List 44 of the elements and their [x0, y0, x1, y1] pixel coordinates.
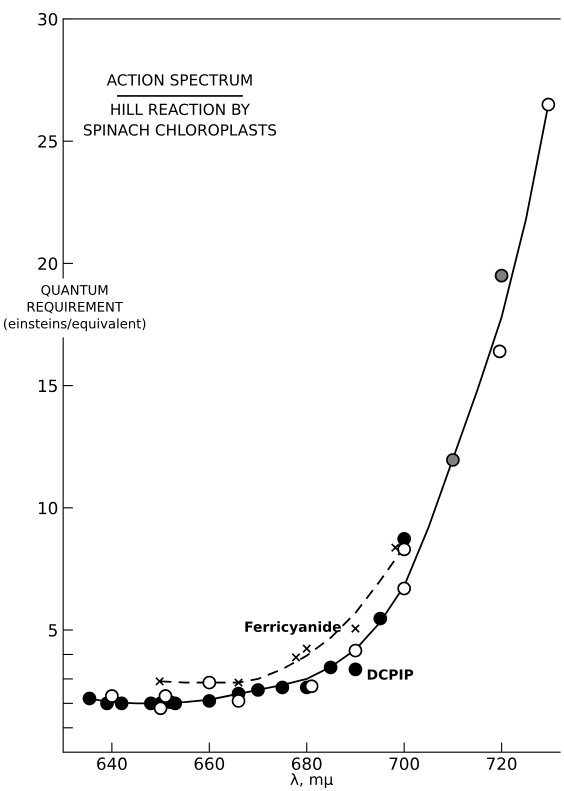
- x-tick-label: 700: [390, 757, 419, 770]
- x-tick-label: 640: [97, 757, 127, 770]
- point: [446, 453, 460, 467]
- point: [324, 660, 338, 674]
- point: [251, 683, 265, 697]
- series-label: DCPIP: [368, 669, 414, 680]
- series-label: Ferricyanide: [245, 621, 341, 635]
- point: [82, 692, 96, 706]
- point: [397, 582, 412, 596]
- point: [302, 644, 312, 654]
- point: [348, 662, 362, 676]
- point: [154, 701, 168, 716]
- point: [304, 679, 318, 694]
- text: ACTION SPECTRUM: [106, 74, 252, 86]
- point: [494, 268, 508, 282]
- x-tick-label: 720: [487, 757, 516, 770]
- point: [234, 678, 244, 688]
- y-tick-label: 10: [38, 502, 58, 514]
- x-axis-title: λ, mμ: [290, 773, 333, 788]
- text: HILL REACTION BY SPINACH CHLOROPLASTS: [84, 104, 276, 136]
- point: [348, 644, 362, 658]
- point: [114, 696, 128, 710]
- point: [105, 689, 119, 703]
- point: [202, 694, 216, 708]
- point: [155, 676, 164, 686]
- y-tick-label: 20: [38, 257, 58, 270]
- point: [158, 689, 172, 703]
- y-axis-title: QUANTUM REQUIREMENT (einsteins/equivalent): [4, 284, 146, 332]
- point: [542, 98, 556, 112]
- x-tick-label: 680: [292, 757, 322, 770]
- y-tick-label: 15: [38, 380, 57, 392]
- point: [292, 652, 301, 662]
- y-tick-label: 30: [38, 12, 58, 26]
- y-tick-label: 5: [48, 624, 57, 637]
- point: [232, 694, 246, 708]
- point: [350, 624, 360, 634]
- point: [373, 612, 388, 626]
- point: [276, 680, 290, 694]
- x-tick-label: 660: [194, 757, 224, 770]
- point: [390, 543, 400, 552]
- point: [397, 542, 412, 556]
- y-tick-label: 25: [38, 135, 57, 148]
- point: [202, 676, 216, 690]
- point: [492, 344, 506, 358]
